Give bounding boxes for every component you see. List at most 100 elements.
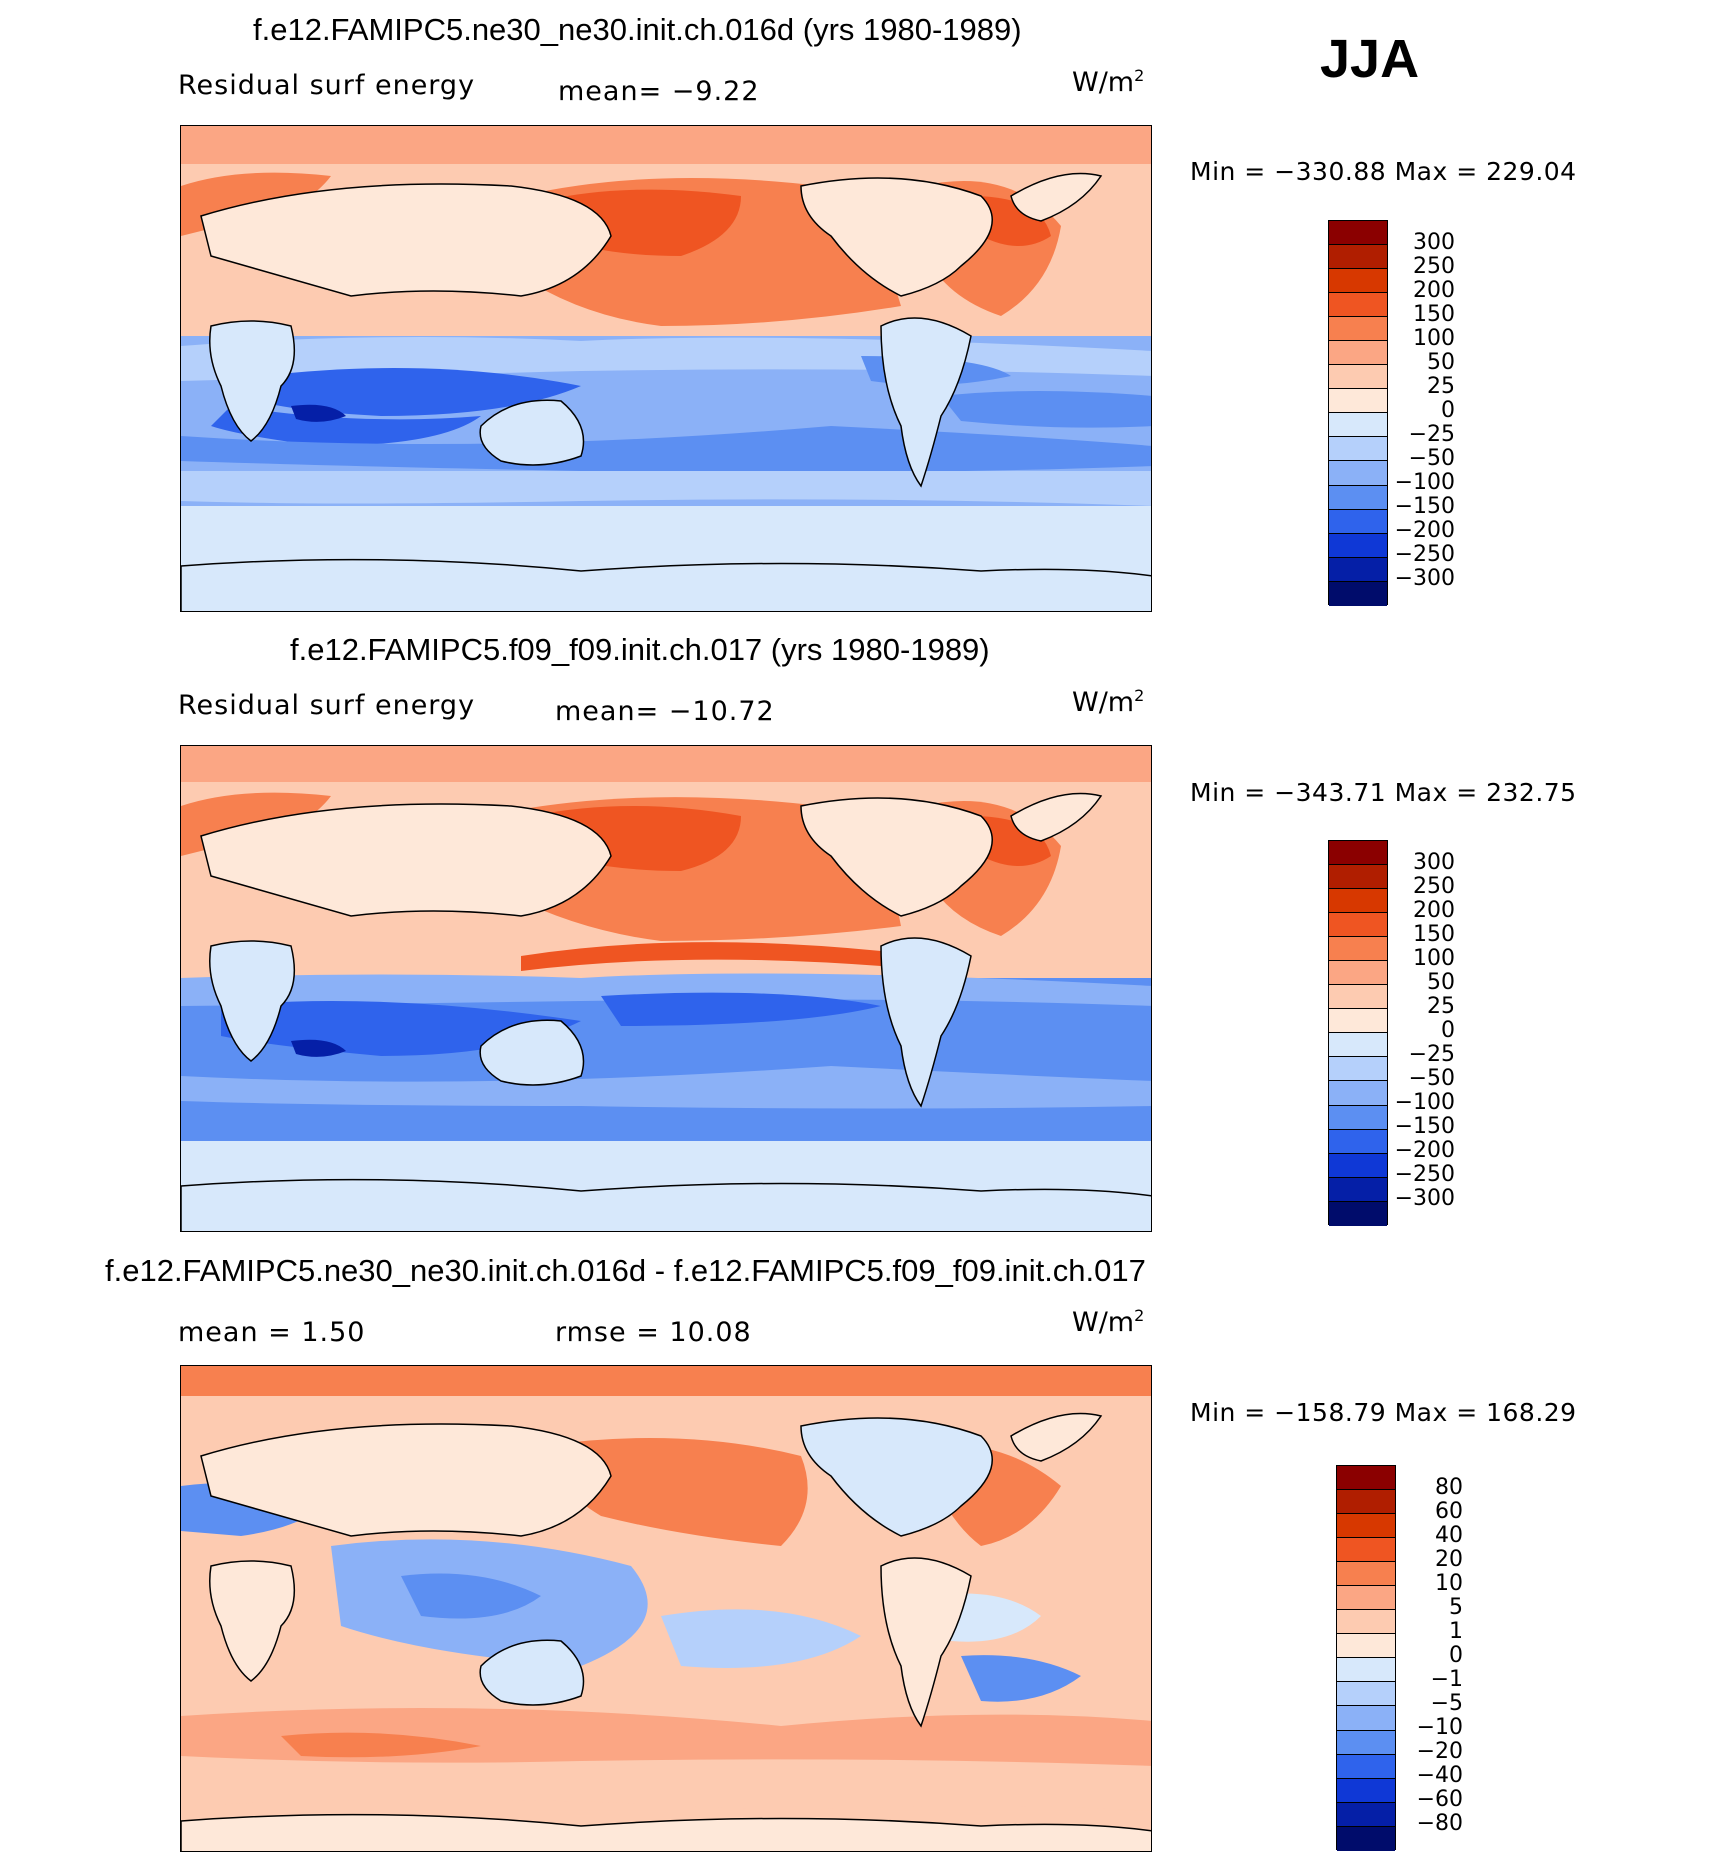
panel2-colorbar-seg [1329, 1177, 1387, 1202]
panel1-tick-label: −300 [1394, 566, 1455, 591]
panel1-units: W/m2 [1072, 66, 1144, 98]
panel3-colorbar-seg [1337, 1514, 1395, 1539]
panel1-colorbar-seg [1329, 341, 1387, 366]
panel3-rmse-label: rmse = 10.08 [555, 1317, 752, 1348]
panel3-tick-label: 60 [1435, 1499, 1463, 1524]
panel2-tick-label: 25 [1427, 994, 1455, 1019]
panel3-tick-label: −10 [1416, 1715, 1463, 1740]
panel2-colorbar-seg [1329, 913, 1387, 938]
panel3-colorbar-seg [1337, 1538, 1395, 1563]
panel2-tick-label: 100 [1413, 946, 1455, 971]
panel3-colorbar-seg [1337, 1754, 1395, 1779]
panel2-colorbar-seg [1329, 1153, 1387, 1178]
panel2-variable-label: Residual surf energy [178, 690, 476, 721]
panel3-colorbar-seg [1337, 1490, 1395, 1515]
panel2-tick-label: −300 [1394, 1186, 1455, 1211]
panel1-colorbar-seg [1329, 437, 1387, 462]
panel3-colorbar-seg [1337, 1466, 1395, 1491]
panel3-colorbar-seg [1337, 1826, 1395, 1851]
panel1-minmax: Min = −330.88 Max = 229.04 [1190, 157, 1577, 186]
panel3-colorbar-seg [1337, 1562, 1395, 1587]
panel2-tick-label: 150 [1413, 922, 1455, 947]
panel2-map [180, 745, 1152, 1232]
panel2-colorbar-seg [1329, 841, 1387, 866]
panel2-minmax: Min = −343.71 Max = 232.75 [1190, 778, 1577, 807]
panel1-colorbar-seg [1329, 221, 1387, 246]
panel3-tick-label: −40 [1416, 1763, 1463, 1788]
panel3-tick-label: 1 [1449, 1619, 1463, 1644]
panel1-colorbar-seg [1329, 293, 1387, 318]
panel2-units: W/m2 [1072, 686, 1144, 718]
panel1-tick-label: −150 [1394, 494, 1455, 519]
panel1-tick-label: 200 [1413, 278, 1455, 303]
panel2-units-text: W/m [1072, 687, 1135, 718]
panel3-colorbar-seg [1337, 1586, 1395, 1611]
panel2-tick-label: −50 [1408, 1066, 1455, 1091]
panel2-tick-label: −200 [1394, 1138, 1455, 1163]
panel2-colorbar-seg [1329, 1105, 1387, 1130]
panel2-tick-label: 50 [1427, 970, 1455, 995]
panel3-tick-label: −5 [1430, 1691, 1463, 1716]
panel2-colorbar-seg [1329, 1129, 1387, 1154]
panel1-tick-label: −100 [1394, 470, 1455, 495]
panel1-units-text: W/m [1072, 67, 1135, 98]
panel2-tick-label: 250 [1413, 874, 1455, 899]
panel1-colorbar-seg [1329, 245, 1387, 270]
panel3-colorbar-seg [1337, 1658, 1395, 1683]
panel1-tick-label: 0 [1441, 398, 1455, 423]
panel3-tick-label: 0 [1449, 1643, 1463, 1668]
panel1-colorbar-seg [1329, 269, 1387, 294]
panel2-colorbar-seg [1329, 1033, 1387, 1058]
panel1-colorbar-seg [1329, 581, 1387, 606]
panel3-tick-label: 20 [1435, 1547, 1463, 1572]
panel1-tick-label: 250 [1413, 254, 1455, 279]
panel2-title: f.e12.FAMIPC5.f09_f09.init.ch.017 (yrs 1… [290, 632, 990, 667]
panel2-colorbar-seg [1329, 1081, 1387, 1106]
panel3-units: W/m2 [1072, 1306, 1144, 1338]
panel1-title: f.e12.FAMIPC5.ne30_ne30.init.ch.016d (yr… [253, 12, 1022, 47]
panel1-units-sup: 2 [1134, 66, 1145, 85]
panel2-tick-label: −25 [1408, 1042, 1455, 1067]
panel1-tick-label: 100 [1413, 326, 1455, 351]
panel1-colorbar-seg [1329, 461, 1387, 486]
panel1-colorbar-seg [1329, 365, 1387, 390]
panel2-colorbar-seg [1329, 937, 1387, 962]
panel1-tick-label: 150 [1413, 302, 1455, 327]
panel3-tick-label: 5 [1449, 1595, 1463, 1620]
panel2-colorbar-seg [1329, 985, 1387, 1010]
panel2-units-sup: 2 [1134, 686, 1145, 705]
panel2-colorbar-seg [1329, 1009, 1387, 1034]
panel1-colorbar-seg [1329, 317, 1387, 342]
panel3-colorbar-seg [1337, 1802, 1395, 1827]
panel1-tick-label: −250 [1394, 542, 1455, 567]
panel2-colorbar-seg [1329, 1201, 1387, 1226]
panel3-mean-label: mean = 1.50 [178, 1317, 366, 1348]
panel3-colorbar-seg [1337, 1682, 1395, 1707]
panel3-colorbar-seg [1337, 1778, 1395, 1803]
panel2-colorbar-seg [1329, 865, 1387, 890]
panel1-colorbar-seg [1329, 413, 1387, 438]
panel1-colorbar [1328, 220, 1388, 606]
panel1-colorbar-seg [1329, 485, 1387, 510]
panel3-units-sup: 2 [1134, 1306, 1145, 1325]
panel3-tick-label: 80 [1435, 1475, 1463, 1500]
panel2-tick-label: −150 [1394, 1114, 1455, 1139]
panel3-tick-label: −20 [1416, 1739, 1463, 1764]
panel3-minmax: Min = −158.79 Max = 168.29 [1190, 1398, 1577, 1427]
panel2-tick-label: 0 [1441, 1018, 1455, 1043]
panel2-tick-label: 300 [1413, 850, 1455, 875]
panel1-tick-label: −25 [1408, 422, 1455, 447]
panel2-colorbar-seg [1329, 961, 1387, 986]
panel2-colorbar-seg [1329, 1057, 1387, 1082]
panel1-mean-label: mean= −9.22 [558, 76, 760, 107]
panel1-colorbar-seg [1329, 389, 1387, 414]
panel1-colorbar-seg [1329, 533, 1387, 558]
panel3-tick-label: 40 [1435, 1523, 1463, 1548]
panel2-mean-label: mean= −10.72 [555, 696, 775, 727]
panel3-colorbar-seg [1337, 1610, 1395, 1635]
season-label: JJA [1320, 29, 1420, 89]
panel3-units-text: W/m [1072, 1307, 1135, 1338]
panel1-map [180, 125, 1152, 612]
panel2-colorbar [1328, 840, 1388, 1226]
panel3-tick-label: −60 [1416, 1787, 1463, 1812]
